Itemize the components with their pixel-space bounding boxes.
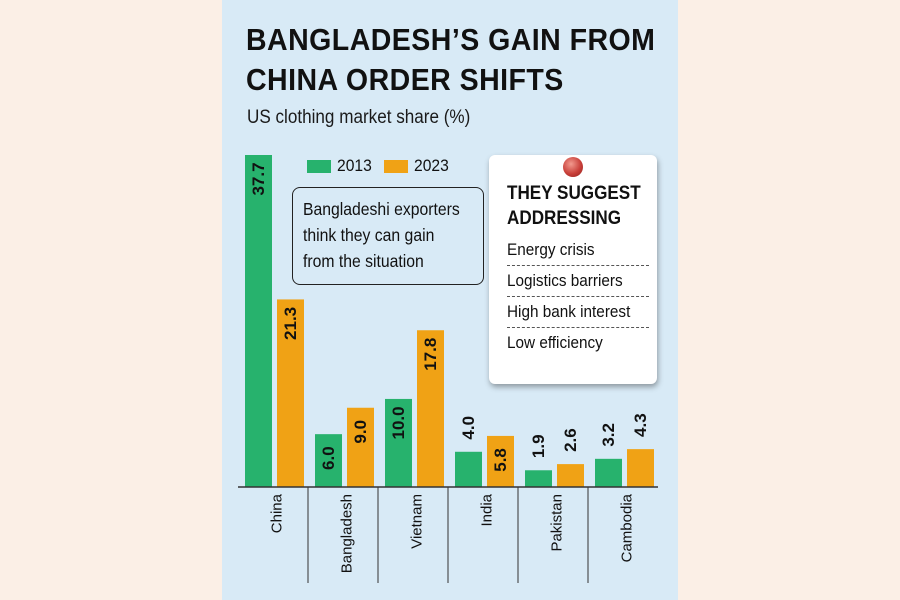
data-label-2023-china: 21.3 <box>281 307 300 340</box>
data-label-2013-pakistan: 1.9 <box>529 434 548 458</box>
data-label-2023-india: 5.8 <box>491 448 510 472</box>
data-label-2023-vietnam: 17.8 <box>421 338 440 371</box>
legend-swatch-2023 <box>384 159 408 173</box>
note-heading-line-1: THEY SUGGEST <box>507 183 641 204</box>
pushpin-icon <box>563 157 583 177</box>
legend-label-2023: 2023 <box>414 156 449 175</box>
bar-2013-bangladesh <box>315 434 342 487</box>
bar-2023-cambodia <box>627 449 654 487</box>
category-label-pakistan: Pakistan <box>549 494 566 552</box>
bar-2023-pakistan <box>557 464 584 487</box>
note-item: High bank interest <box>507 297 649 328</box>
data-label-2013-bangladesh: 6.0 <box>319 446 338 470</box>
data-label-2013-india: 4.0 <box>459 416 478 440</box>
data-label-2023-bangladesh: 9.0 <box>351 420 370 444</box>
bar-2013-china <box>245 155 272 487</box>
chart-title: BANGLADESH’S GAIN FROM CHINA ORDER SHIFT… <box>246 20 656 100</box>
legend-label-2013: 2013 <box>337 156 372 175</box>
bar-2023-bangladesh <box>347 407 374 487</box>
bar-2023-vietnam <box>417 330 444 487</box>
callout-box: Bangladeshi exporters think they can gai… <box>292 187 484 285</box>
bar-2023-china <box>277 299 304 487</box>
data-label-2013-china: 37.7 <box>249 162 268 195</box>
category-label-cambodia: Cambodia <box>619 493 636 562</box>
sticky-note: THEY SUGGEST ADDRESSING Energy crisis Lo… <box>489 155 657 384</box>
bar-2013-cambodia <box>595 458 622 487</box>
note-heading-line-2: ADDRESSING <box>507 208 622 229</box>
bar-2013-pakistan <box>525 470 552 487</box>
title-line-2: CHINA ORDER SHIFTS <box>246 62 564 97</box>
data-label-2013-vietnam: 10.0 <box>389 406 408 439</box>
note-item: Logistics barriers <box>507 266 649 297</box>
data-label-2023-pakistan: 2.6 <box>561 428 580 452</box>
bar-2013-vietnam <box>385 398 412 487</box>
legend-item-2013: 2013 <box>307 156 375 176</box>
callout-line-1: Bangladeshi exporters <box>303 199 460 219</box>
data-label-2023-cambodia: 4.3 <box>631 413 650 437</box>
bar-2023-india <box>487 435 514 487</box>
note-item: Energy crisis <box>507 235 649 266</box>
callout-line-2: think they can gain <box>303 225 435 245</box>
note-heading: THEY SUGGEST ADDRESSING <box>507 181 660 231</box>
legend-swatch-2013 <box>307 159 331 173</box>
chart-subtitle: US clothing market share (%) <box>247 107 471 128</box>
title-line-1: BANGLADESH’S GAIN FROM <box>246 22 656 57</box>
note-item: Low efficiency <box>507 333 603 352</box>
category-label-india: India <box>479 493 496 526</box>
category-label-bangladesh: Bangladesh <box>339 494 356 573</box>
callout-line-3: from the situation <box>303 251 424 271</box>
category-label-vietnam: Vietnam <box>409 494 426 549</box>
legend-item-2023: 2023 <box>384 156 452 176</box>
category-label-china: China <box>269 493 286 533</box>
bar-2013-india <box>455 451 482 487</box>
data-label-2013-cambodia: 3.2 <box>599 423 618 447</box>
